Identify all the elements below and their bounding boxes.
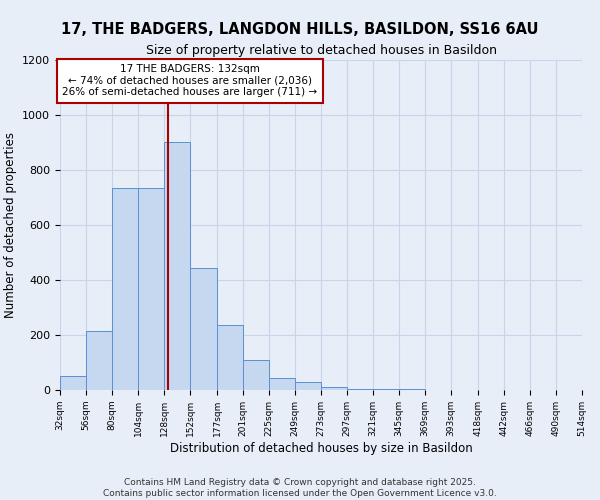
Bar: [243, 360, 269, 390]
Text: 17 THE BADGERS: 132sqm
← 74% of detached houses are smaller (2,036)
26% of semi-: 17 THE BADGERS: 132sqm ← 74% of detached…: [62, 64, 317, 98]
Bar: [112, 188, 138, 390]
Bar: [138, 188, 164, 390]
Bar: [321, 387, 347, 390]
X-axis label: Distribution of detached houses by size in Basildon: Distribution of detached houses by size …: [170, 442, 472, 454]
Bar: [60, 376, 86, 390]
Bar: [373, 389, 399, 390]
Bar: [86, 331, 112, 390]
Bar: [217, 326, 243, 390]
Y-axis label: Number of detached properties: Number of detached properties: [4, 132, 17, 318]
Bar: [295, 382, 321, 390]
Bar: [190, 268, 217, 390]
Text: 17, THE BADGERS, LANGDON HILLS, BASILDON, SS16 6AU: 17, THE BADGERS, LANGDON HILLS, BASILDON…: [61, 22, 539, 38]
Bar: [347, 388, 373, 390]
Text: Contains HM Land Registry data © Crown copyright and database right 2025.
Contai: Contains HM Land Registry data © Crown c…: [103, 478, 497, 498]
Bar: [269, 378, 295, 390]
Bar: [164, 142, 190, 390]
Title: Size of property relative to detached houses in Basildon: Size of property relative to detached ho…: [146, 44, 497, 58]
